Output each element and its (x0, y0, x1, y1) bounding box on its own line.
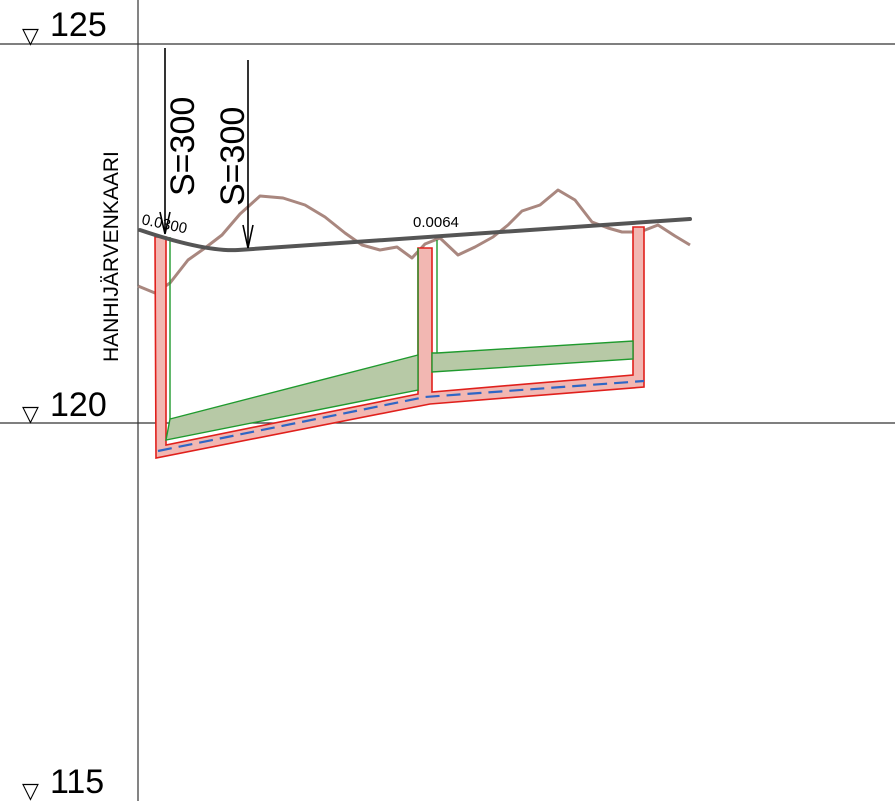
trench-section-right (431, 340, 634, 373)
elevation-marker-icon: ▽ (22, 401, 39, 426)
elevation-value: 120 (50, 386, 107, 424)
curve-marker-arrow-icon (242, 224, 254, 249)
elevation-label-125: ▽ 125 (22, 6, 107, 48)
elevation-marker-icon: ▽ (22, 23, 39, 48)
curve-label: S=300 (214, 107, 252, 206)
elevation-label-120: ▽ 120 (22, 386, 107, 426)
pipe-section (154, 226, 645, 459)
trench-section-left (165, 354, 419, 441)
elevation-label-115: ▽ 115 (22, 763, 104, 801)
elevation-marker-icon: ▽ (22, 778, 39, 801)
street-name-label: HANHIJÄRVENKAARI (100, 151, 123, 362)
road-profile-line (138, 217, 692, 253)
curve-label: S=300 (164, 97, 202, 196)
slope-label: 0.0064 (413, 214, 459, 231)
water-line (157, 379, 645, 453)
curve-marker-arrow-icon (159, 211, 171, 235)
elevation-value: 125 (50, 6, 107, 44)
elevation-value: 115 (50, 763, 104, 801)
